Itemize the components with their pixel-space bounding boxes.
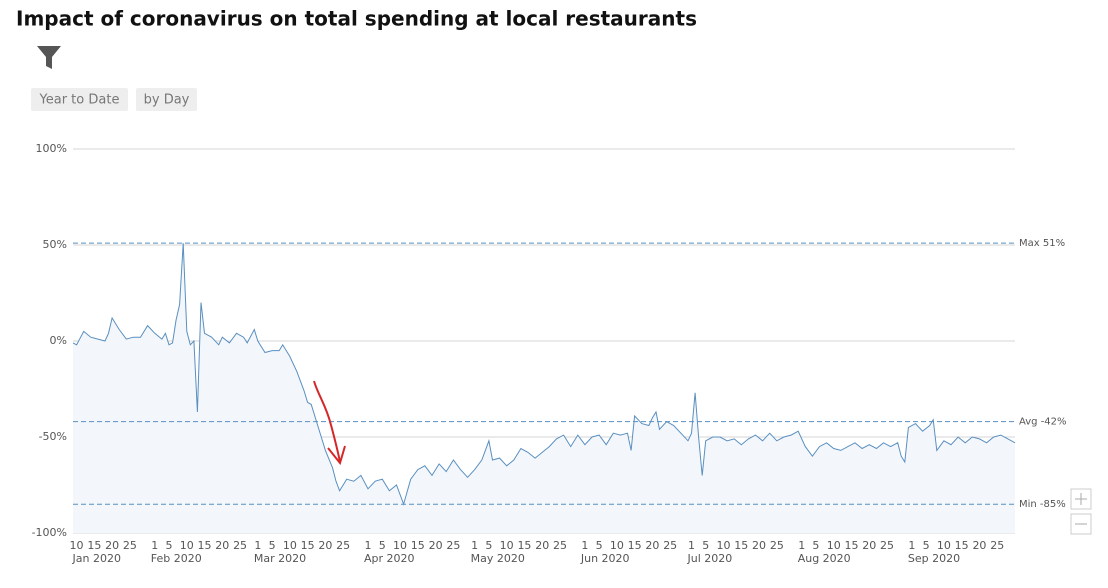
x-tick-label: 20: [215, 539, 229, 552]
y-tick-label: 0%: [50, 334, 67, 347]
x-tick-label: 25: [663, 539, 677, 552]
x-tick-label: 20: [535, 539, 549, 552]
y-tick-label: 50%: [43, 238, 67, 251]
month-label: Apr 2020: [364, 552, 415, 565]
y-tick-label: 100%: [36, 142, 67, 155]
month-label: Aug 2020: [798, 552, 851, 565]
month-label: Jan 2020: [72, 552, 121, 565]
area: [73, 243, 1015, 533]
x-tick-label: 25: [123, 539, 137, 552]
zoom-in[interactable]: [1070, 488, 1092, 510]
x-tick-label: 5: [379, 539, 386, 552]
x-tick-label: 10: [393, 539, 407, 552]
x-tick-label: 5: [702, 539, 709, 552]
x-tick-label: 5: [485, 539, 492, 552]
x-tick-label: 5: [165, 539, 172, 552]
x-tick-label: 5: [812, 539, 819, 552]
x-tick-label: 10: [283, 539, 297, 552]
x-tick-label: 20: [429, 539, 443, 552]
filter-icon[interactable]: [37, 46, 61, 69]
x-tick-label: 10: [937, 539, 951, 552]
annotation-arrow: [313, 380, 346, 466]
x-tick-label: 20: [645, 539, 659, 552]
x-tick-label: 10: [610, 539, 624, 552]
x-tick-label: 15: [87, 539, 101, 552]
x-tick-label: 20: [752, 539, 766, 552]
x-tick-label: 25: [553, 539, 567, 552]
x-tick-label: 20: [105, 539, 119, 552]
reference-label: Min -85%: [1019, 499, 1066, 510]
x-tick-label: 5: [596, 539, 603, 552]
x-tick-label: 20: [862, 539, 876, 552]
button-bg[interactable]: [136, 88, 197, 111]
x-tick-label: 1: [471, 539, 478, 552]
month-label: Feb 2020: [151, 552, 202, 565]
button-bg[interactable]: [31, 88, 128, 111]
x-tick-label: 25: [770, 539, 784, 552]
line: [72, 243, 1016, 506]
x-tick-label: 20: [972, 539, 986, 552]
x-tick-label: 15: [955, 539, 969, 552]
by-day-button[interactable]: by Day: [144, 93, 190, 108]
year-to-date-button[interactable]: Year to Date: [39, 93, 120, 108]
x-tick-label: 15: [411, 539, 425, 552]
x-tick-label: 1: [908, 539, 915, 552]
x-tick-label: 5: [269, 539, 276, 552]
x-tick-label: 15: [517, 539, 531, 552]
x-tick-label: 15: [844, 539, 858, 552]
x-tick-label: 10: [70, 539, 84, 552]
x-tick-label: 15: [734, 539, 748, 552]
x-tick-label: 25: [990, 539, 1004, 552]
month-label: Sep 2020: [908, 552, 960, 565]
x-tick-label: 1: [254, 539, 261, 552]
plot: -100%-50%0%50%100%10 15 20 25 1 5 10 15 20 25 1 5 10…: [32, 142, 1067, 565]
x-tick-label: 1: [581, 539, 588, 552]
x-tick-label: 10: [717, 539, 731, 552]
month-label: Jul 2020: [687, 552, 733, 565]
x-tick-label: 25: [233, 539, 247, 552]
x-tick-label: 1: [798, 539, 805, 552]
x-tick-label: 25: [336, 539, 350, 552]
x-tick-label: 15: [198, 539, 212, 552]
x-tick-label: 15: [628, 539, 642, 552]
x-tick-label: 1: [365, 539, 372, 552]
month-label: Jun 2020: [580, 552, 630, 565]
x-tick-label: 1: [151, 539, 158, 552]
x-tick-label: 10: [827, 539, 841, 552]
x-tick-label: 10: [180, 539, 194, 552]
y-tick-label: -100%: [32, 526, 67, 539]
month-label: Mar 2020: [254, 552, 306, 565]
x-tick-label: 25: [880, 539, 894, 552]
x-tick-label: 20: [318, 539, 332, 552]
x-tick-label: 25: [446, 539, 460, 552]
x-tick-label: 1: [688, 539, 695, 552]
zoom-out[interactable]: [1070, 513, 1092, 535]
x-tick-label: 5: [923, 539, 930, 552]
x-tick-label: 10: [500, 539, 514, 552]
y-tick-label: -50%: [39, 430, 67, 443]
x-tick-label: 15: [301, 539, 315, 552]
chart-title: Impact of coronavirus on total spending …: [16, 7, 697, 31]
reference-label: Avg -42%: [1019, 417, 1067, 428]
month-label: May 2020: [471, 552, 525, 565]
reference-label: Max 51%: [1019, 238, 1065, 249]
